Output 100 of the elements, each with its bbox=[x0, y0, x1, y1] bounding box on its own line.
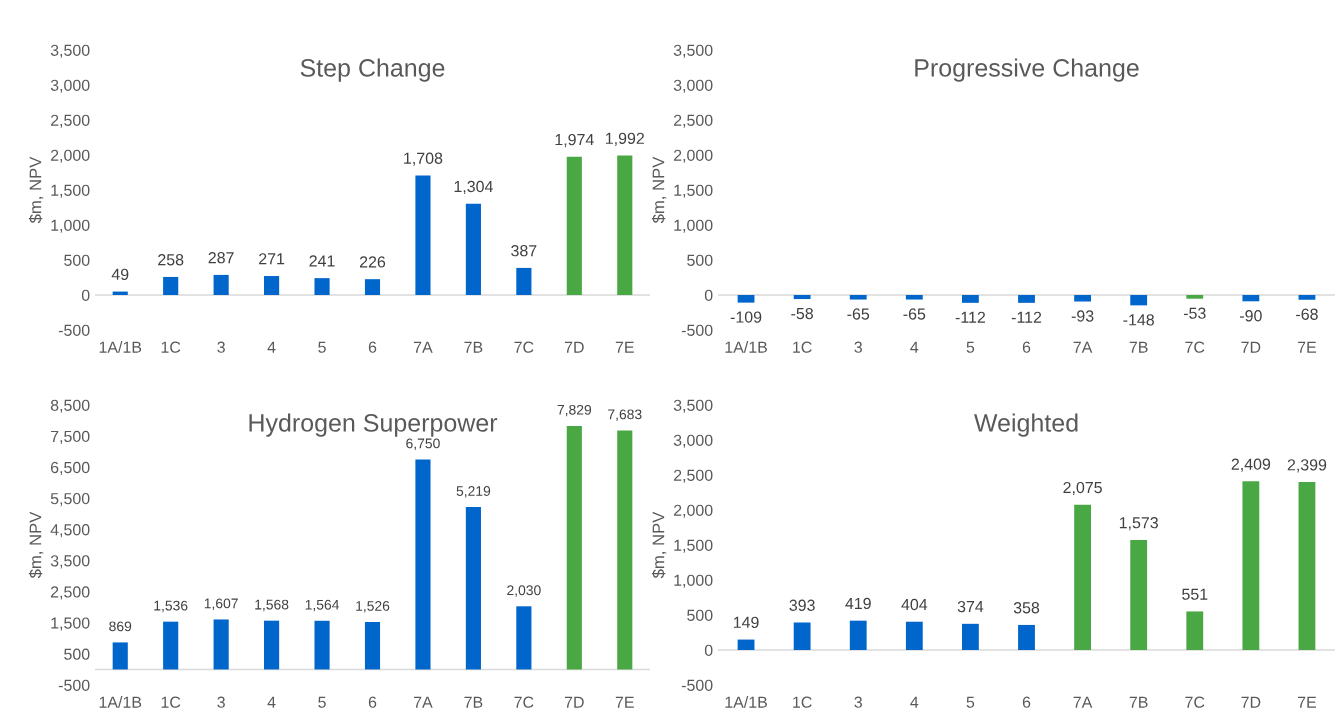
data-label: 358 bbox=[1013, 602, 1040, 614]
y-tick-label: 2,000 bbox=[673, 149, 713, 163]
x-tick-label: 4 bbox=[267, 696, 276, 708]
data-label: 1,573 bbox=[1119, 517, 1158, 531]
bar bbox=[516, 606, 532, 670]
y-tick-label: 1,500 bbox=[674, 539, 713, 553]
data-label: 404 bbox=[901, 598, 928, 611]
y-tick-label: 500 bbox=[64, 648, 90, 660]
x-tick-label: 3 bbox=[217, 696, 225, 708]
x-tick-label: 4 bbox=[910, 696, 919, 708]
x-tick-label: 1C bbox=[793, 696, 812, 708]
data-label: -112 bbox=[1011, 311, 1042, 323]
data-label: 149 bbox=[733, 616, 759, 629]
data-label: -58 bbox=[791, 307, 813, 320]
data-label: -65 bbox=[903, 308, 926, 320]
bar bbox=[566, 156, 582, 295]
x-tick-label: 4 bbox=[267, 341, 276, 353]
y-tick-label: 8,500 bbox=[50, 399, 90, 413]
bar bbox=[617, 155, 633, 295]
data-label: 1,708 bbox=[404, 152, 443, 166]
bar bbox=[465, 507, 481, 670]
data-label: -65 bbox=[847, 308, 870, 320]
chart-title: Step Change bbox=[300, 58, 445, 82]
y-tick-label: 2,000 bbox=[673, 504, 713, 518]
x-tick-label: 7E bbox=[1298, 696, 1317, 708]
x-tick-label: 3 bbox=[854, 696, 862, 708]
x-tick-label: 5 bbox=[966, 341, 975, 353]
data-label: 1,536 bbox=[154, 600, 188, 613]
data-label: 7,683 bbox=[608, 409, 642, 421]
data-label: 1,526 bbox=[356, 600, 390, 613]
data-label: 49 bbox=[111, 268, 129, 281]
data-label: 393 bbox=[789, 599, 815, 611]
bar bbox=[163, 276, 179, 295]
bar bbox=[213, 274, 229, 295]
data-label: 2,030 bbox=[507, 585, 541, 597]
y-tick-label: 2,500 bbox=[673, 114, 713, 128]
data-label: 2,409 bbox=[1231, 458, 1271, 472]
bar bbox=[264, 276, 280, 295]
x-tick-label: 7B bbox=[1129, 341, 1148, 353]
x-tick-label: 5 bbox=[318, 341, 326, 353]
y-tick-label: 1,500 bbox=[51, 617, 90, 631]
x-tick-label: 4 bbox=[910, 341, 919, 353]
x-tick-label: 7A bbox=[1073, 341, 1093, 353]
chart-title: Weighted bbox=[974, 413, 1078, 437]
x-tick-label: 7C bbox=[1185, 696, 1205, 708]
x-tick-label: 7A bbox=[1073, 696, 1093, 708]
y-axis-title: $m, NPV bbox=[28, 511, 44, 579]
chart-title: Progressive Change bbox=[915, 58, 1139, 82]
data-label: 387 bbox=[511, 245, 537, 257]
y-tick-label: 2,500 bbox=[673, 469, 713, 483]
bar bbox=[465, 203, 481, 295]
bar bbox=[1130, 539, 1148, 650]
bar bbox=[1298, 482, 1316, 650]
x-tick-label: 6 bbox=[1022, 341, 1031, 353]
x-tick-label: 7C bbox=[1185, 341, 1205, 353]
data-label: 374 bbox=[957, 600, 984, 613]
x-tick-label: 6 bbox=[1022, 696, 1031, 708]
y-tick-label: -500 bbox=[681, 679, 713, 691]
y-tick-label: 1,000 bbox=[674, 219, 713, 233]
y-tick-label: 5,500 bbox=[50, 492, 90, 507]
x-tick-label: 7B bbox=[1129, 696, 1148, 708]
y-tick-label: 2,500 bbox=[50, 114, 90, 128]
y-tick-label: 1,500 bbox=[674, 184, 713, 198]
data-label: -53 bbox=[1183, 307, 1206, 319]
bar bbox=[1074, 504, 1091, 650]
y-tick-label: 4,500 bbox=[50, 524, 90, 538]
y-tick-label: 1,000 bbox=[674, 574, 713, 588]
y-tick-label: 3,500 bbox=[673, 399, 713, 413]
x-tick-label: 7D bbox=[1241, 341, 1261, 353]
x-tick-label: 7A bbox=[414, 696, 433, 708]
bar bbox=[1186, 611, 1204, 650]
y-tick-label: -500 bbox=[58, 324, 90, 336]
x-tick-label: 7B bbox=[464, 696, 483, 708]
y-tick-label: 6,500 bbox=[50, 461, 90, 476]
data-label: 869 bbox=[109, 621, 132, 632]
bar bbox=[415, 175, 431, 295]
x-tick-label: 3 bbox=[854, 341, 862, 353]
x-tick-label: 7D bbox=[564, 696, 584, 708]
y-tick-label: 3,500 bbox=[50, 44, 90, 58]
x-tick-label: 7E bbox=[1298, 341, 1317, 353]
data-label: 241 bbox=[309, 255, 335, 267]
y-tick-label: 500 bbox=[687, 609, 713, 621]
x-tick-label: 1A/1B bbox=[99, 696, 142, 708]
y-tick-label: 2,000 bbox=[50, 149, 90, 163]
x-tick-label: 6 bbox=[368, 696, 377, 708]
bar bbox=[314, 620, 330, 670]
bar bbox=[314, 278, 330, 295]
x-tick-label: 1C bbox=[793, 341, 812, 353]
bar bbox=[213, 619, 229, 670]
data-label: 2,399 bbox=[1287, 459, 1327, 473]
data-label: 5,219 bbox=[456, 486, 491, 498]
bar bbox=[617, 430, 633, 670]
y-tick-label: 3,000 bbox=[673, 434, 713, 448]
y-tick-label: 1,500 bbox=[51, 184, 90, 198]
data-label: -68 bbox=[1296, 308, 1318, 320]
data-label: 1,607 bbox=[204, 598, 238, 610]
x-tick-label: 6 bbox=[368, 341, 377, 353]
data-label: 6,750 bbox=[406, 438, 440, 450]
x-tick-label: 1C bbox=[161, 341, 181, 353]
bar bbox=[1242, 481, 1260, 650]
